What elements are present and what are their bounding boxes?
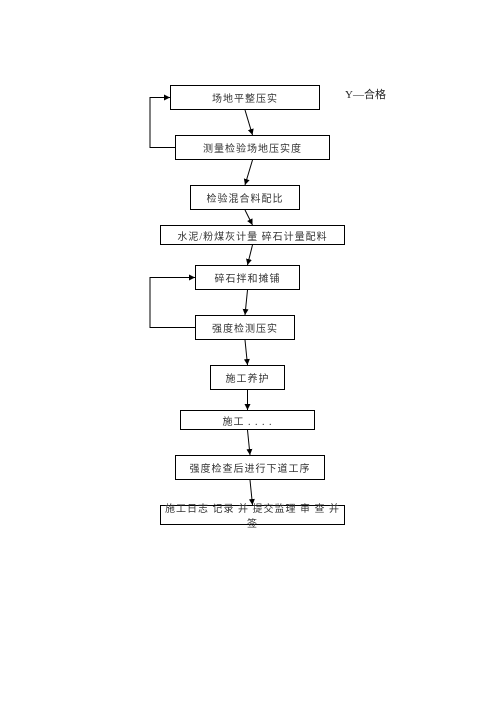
flow-node: 检验混合料配比 bbox=[190, 185, 300, 210]
flow-node: 测量检验场地压实度 bbox=[175, 135, 330, 160]
flow-node: 强度检查后进行下道工序 bbox=[175, 455, 325, 480]
flow-node: 水泥/粉煤灰计量 碎石计量配料 bbox=[160, 225, 345, 245]
flow-node: 碎石拌和摊铺 bbox=[195, 265, 300, 290]
flow-node: 施工 . . . . bbox=[180, 410, 315, 430]
flow-node: 施工养护 bbox=[210, 365, 285, 390]
flow-node: 施工日志 记录 并 提交监理 审 查 并 签 bbox=[160, 505, 345, 525]
flow-node: 强度检测压实 bbox=[195, 315, 295, 340]
flow-node: 场地平整压实 bbox=[170, 85, 320, 110]
legend-text: Y—合格 bbox=[345, 86, 386, 102]
